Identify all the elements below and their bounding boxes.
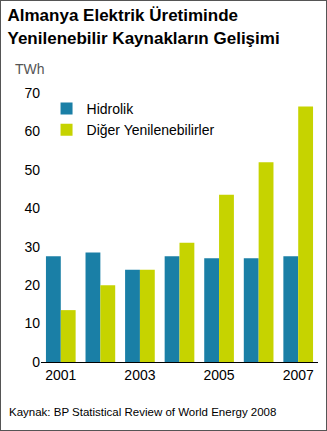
svg-text:10: 10 bbox=[24, 315, 40, 331]
svg-text:50: 50 bbox=[24, 162, 40, 178]
svg-text:2001: 2001 bbox=[45, 367, 76, 383]
svg-text:2005: 2005 bbox=[203, 367, 234, 383]
svg-text:20: 20 bbox=[24, 277, 40, 293]
svg-text:2007: 2007 bbox=[283, 367, 314, 383]
svg-text:40: 40 bbox=[24, 200, 40, 216]
svg-text:70: 70 bbox=[24, 85, 40, 101]
svg-text:0: 0 bbox=[32, 354, 40, 370]
svg-text:60: 60 bbox=[24, 123, 40, 139]
svg-text:Hidrolik: Hidrolik bbox=[87, 101, 135, 117]
svg-text:30: 30 bbox=[24, 239, 40, 255]
svg-text:Almanya Elektrik ÜretimindeYen: Almanya Elektrik ÜretimindeYenilenebilir… bbox=[8, 6, 280, 47]
svg-text:Kaynak: BP Statistical Review: Kaynak: BP Statistical Review of World E… bbox=[9, 406, 276, 418]
svg-text:2003: 2003 bbox=[124, 367, 155, 383]
svg-text:TWh: TWh bbox=[15, 61, 45, 77]
svg-text:Diğer Yenilenebilirler: Diğer Yenilenebilirler bbox=[87, 122, 215, 138]
